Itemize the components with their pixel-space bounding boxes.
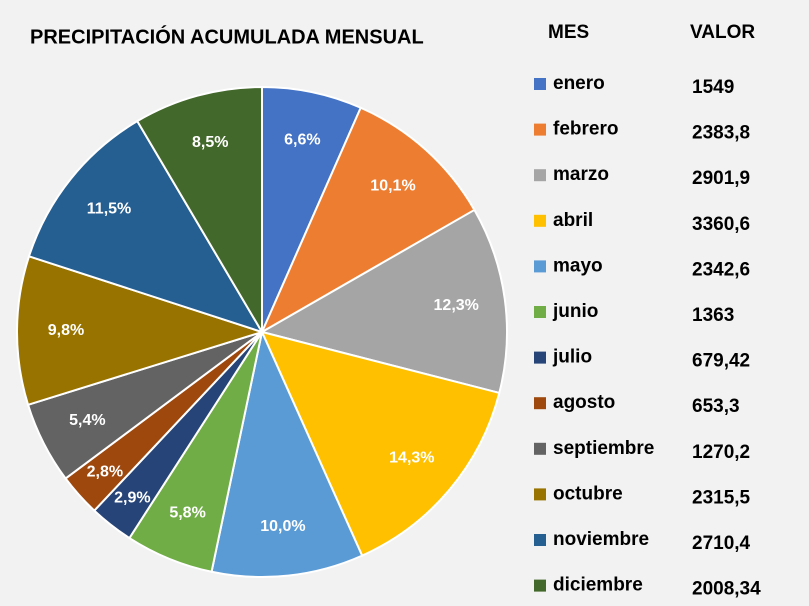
data-label: 8,5% [192,134,228,151]
data-label: 10,1% [370,177,415,194]
table-value: 3360,6 [692,214,750,235]
pie-slice [260,330,501,557]
legend-label: agosto [553,392,615,413]
legend-label: abril [553,210,593,231]
legend-swatch [534,306,546,318]
legend-label: noviembre [553,529,649,550]
legend-label: enero [553,73,605,94]
table-value: 1363 [692,305,734,326]
data-label: 2,8% [87,464,123,481]
data-label: 12,3% [434,297,479,314]
table-header: VALOR [690,22,755,43]
legend-label: diciembre [553,575,643,596]
legend-swatch [534,123,546,136]
legend-swatch [534,169,546,182]
table-value: 1270,2 [692,442,750,463]
table-value: 679,42 [692,351,750,372]
legend-swatch [534,534,546,546]
legend-label: octubre [553,483,623,504]
legend-swatch [534,397,546,410]
data-label: 5,8% [169,505,205,522]
legend-label: septiembre [553,438,654,459]
table-value: 1549 [692,77,734,98]
table-value: 2383,8 [692,123,750,144]
table-value: 2342,6 [692,259,750,280]
table-value: 2901,9 [692,168,750,189]
legend-swatch [534,488,546,501]
data-label: 2,9% [114,489,150,506]
chart-title: PRECIPITACIÓN ACUMULADA MENSUAL [30,24,424,48]
data-label: 9,8% [48,322,84,339]
data-label: 6,6% [284,131,320,148]
legend-swatch [534,442,546,455]
legend-swatch [534,579,546,592]
table-value: 653,3 [692,396,740,417]
table-value: 2008,34 [692,579,761,600]
data-label: 5,4% [69,412,105,429]
legend-label: mayo [553,255,603,276]
legend-label: julio [552,347,592,368]
legend-label: junio [552,301,598,322]
pie-slice [135,85,263,336]
legend-label: marzo [553,164,609,185]
legend-swatch [534,351,546,364]
table-value: 2315,5 [692,487,751,508]
legend-label: febrero [553,119,618,140]
data-label: 10,0% [260,518,305,535]
table-header: MES [548,22,589,43]
pie-slice [16,255,266,407]
pie-slice [27,119,265,334]
data-label: 14,3% [389,450,434,467]
legend-swatch [534,260,546,273]
data-label: 11,5% [87,201,131,218]
table-value: 2710,4 [692,533,751,554]
legend-swatch [534,78,546,90]
pie-slice [259,106,476,335]
legend-swatch [534,214,546,227]
